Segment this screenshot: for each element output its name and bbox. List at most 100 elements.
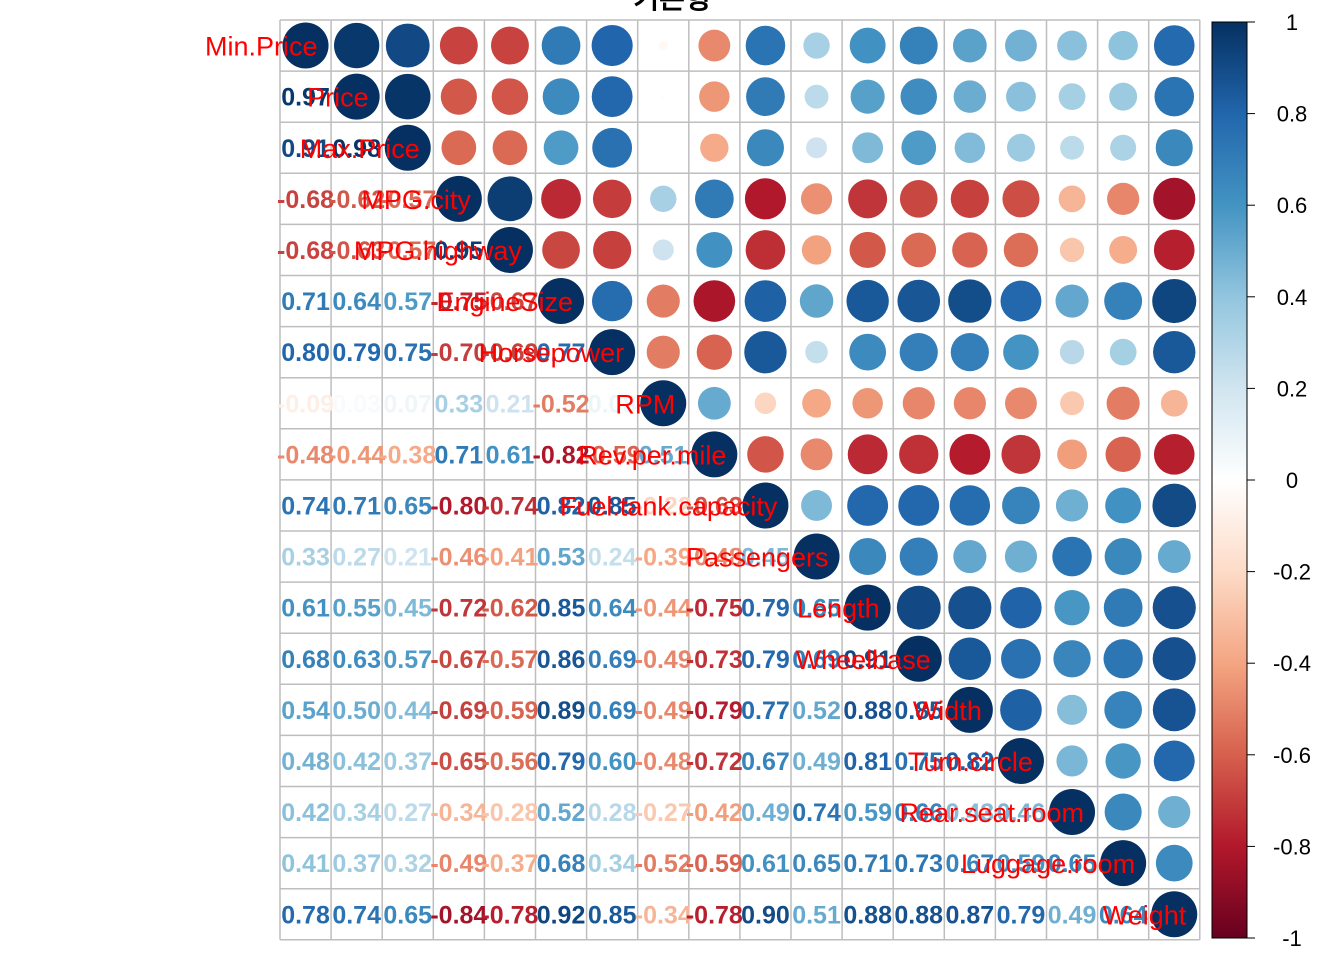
corr-value: -0.56 bbox=[481, 748, 538, 776]
corr-circle bbox=[640, 380, 687, 427]
corr-circle bbox=[693, 280, 736, 322]
corr-circle bbox=[435, 175, 482, 222]
corr-value: 0.52 bbox=[537, 799, 586, 827]
corr-circle bbox=[1104, 793, 1142, 831]
corr-value: -0.78 bbox=[481, 901, 538, 929]
corr-circle bbox=[805, 340, 828, 364]
corr-value: -0.22 bbox=[635, 492, 692, 520]
corr-circle bbox=[1003, 232, 1039, 268]
corr-circle bbox=[1057, 30, 1087, 61]
corr-circle bbox=[1053, 640, 1091, 678]
corr-circle bbox=[1107, 182, 1140, 215]
corr-value: 0.59 bbox=[997, 850, 1046, 878]
corr-value: -0.65 bbox=[430, 748, 487, 776]
corr-circle bbox=[593, 230, 632, 270]
corr-value: -0.49 bbox=[635, 646, 692, 674]
corr-circle bbox=[849, 333, 887, 371]
corr-circle bbox=[1160, 389, 1188, 417]
corr-circle bbox=[1103, 588, 1143, 628]
corr-circle bbox=[745, 230, 786, 270]
corr-circle bbox=[900, 78, 938, 115]
corr-circle bbox=[700, 133, 729, 162]
corr-value: 0.80 bbox=[281, 339, 330, 367]
corr-circle bbox=[948, 279, 992, 323]
corr-value: 0.61 bbox=[486, 441, 535, 469]
corr-circle bbox=[1056, 745, 1088, 777]
corr-circle bbox=[902, 387, 935, 420]
corr-value: 0.90 bbox=[741, 901, 790, 929]
corr-circle bbox=[899, 333, 938, 372]
corr-circle bbox=[1001, 638, 1041, 679]
corr-circle bbox=[660, 145, 666, 151]
corr-circle bbox=[1152, 278, 1197, 324]
corr-circle bbox=[847, 434, 888, 475]
corr-circle bbox=[1152, 586, 1196, 630]
corr-value: 0.91 bbox=[843, 646, 892, 674]
corr-value: 0.79 bbox=[332, 339, 381, 367]
corr-circle bbox=[899, 26, 938, 65]
corr-circle bbox=[895, 635, 942, 682]
corr-circle bbox=[691, 431, 738, 478]
variable-label: Max.Price bbox=[300, 134, 420, 164]
corr-circle bbox=[1105, 436, 1141, 473]
corr-circle bbox=[802, 388, 831, 418]
grid bbox=[279, 19, 1201, 941]
corr-circle bbox=[1155, 844, 1193, 882]
corr-value: 0.68 bbox=[537, 850, 586, 878]
corr-circle bbox=[744, 178, 787, 220]
corr-circle bbox=[948, 586, 992, 630]
corr-value: 0.27 bbox=[332, 544, 381, 572]
corr-value: 0.68 bbox=[281, 646, 330, 674]
variable-label: Luggage.room bbox=[961, 849, 1135, 879]
colorbar-tick-label: 0.4 bbox=[1277, 285, 1308, 310]
corr-value: -0.57 bbox=[481, 646, 538, 674]
corr-value: 0.71 bbox=[843, 850, 892, 878]
corr-value: 0.65 bbox=[792, 595, 841, 623]
colorbar-tick-label: -1 bbox=[1282, 926, 1302, 951]
corr-circle bbox=[952, 232, 988, 268]
colorbar-tick-label: 0 bbox=[1286, 468, 1298, 493]
corr-value: -0.34 bbox=[635, 901, 692, 929]
corr-circle bbox=[1108, 30, 1138, 61]
corr-circle bbox=[799, 284, 834, 318]
corr-circle bbox=[744, 280, 787, 322]
corr-circle bbox=[1060, 391, 1084, 416]
corr-value: 0.85 bbox=[894, 697, 943, 725]
corr-value: 0.57 bbox=[383, 288, 432, 316]
corr-value: 0.48 bbox=[281, 748, 330, 776]
corr-circle bbox=[849, 538, 887, 576]
corr-value: 0.79 bbox=[741, 646, 790, 674]
corr-value: 0.77 bbox=[537, 339, 586, 367]
corr-value: -0.67 bbox=[481, 288, 538, 316]
corr-circle bbox=[1002, 486, 1040, 525]
corr-value: -0.48 bbox=[686, 544, 743, 572]
corr-value: -0.39 bbox=[635, 544, 692, 572]
corr-value: -0.27 bbox=[635, 799, 692, 827]
corr-value: 0.53 bbox=[537, 544, 586, 572]
corr-circle bbox=[803, 32, 830, 59]
corr-circle bbox=[954, 132, 986, 164]
corr-value: 0.85 bbox=[537, 595, 586, 623]
corr-value: 0.34 bbox=[332, 799, 381, 827]
corr-circle bbox=[899, 537, 938, 576]
corr-circle bbox=[696, 334, 733, 370]
corr-circle bbox=[747, 436, 784, 473]
corr-value: 0.95 bbox=[435, 237, 484, 265]
corr-value: -0.74 bbox=[481, 492, 538, 520]
corr-value: -0.38 bbox=[379, 441, 436, 469]
corr-value: 0.03 bbox=[332, 390, 381, 418]
corr-circle bbox=[1004, 540, 1038, 573]
corr-value: -0.59 bbox=[481, 697, 538, 725]
corr-value: -0.75 bbox=[430, 288, 487, 316]
corr-circle bbox=[333, 73, 380, 120]
corr-circle bbox=[801, 235, 832, 265]
corr-value: 0.49 bbox=[792, 748, 841, 776]
corr-circle bbox=[898, 485, 940, 526]
variable-label: Weight bbox=[1103, 900, 1187, 930]
corr-circle bbox=[745, 25, 786, 66]
variable-label: Min.Price bbox=[205, 32, 318, 62]
corr-value: 0.79 bbox=[537, 748, 586, 776]
variable-label: Horsepower bbox=[479, 338, 625, 368]
corr-circle bbox=[384, 124, 431, 171]
corr-value: 0.45 bbox=[741, 544, 790, 572]
